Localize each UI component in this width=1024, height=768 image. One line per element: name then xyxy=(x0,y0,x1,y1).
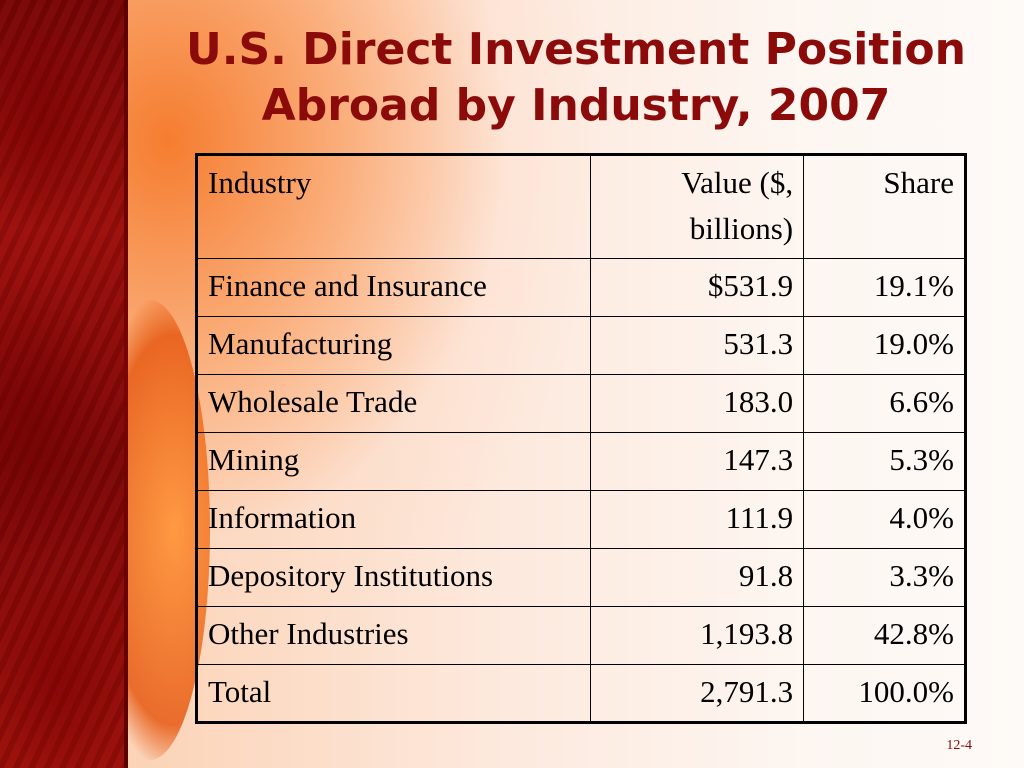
header-industry: Industry xyxy=(195,154,592,259)
cell-value: 183.0 xyxy=(590,374,805,433)
title-line-2: Abroad by Industry, 2007 xyxy=(261,80,891,131)
slide-number: 12-4 xyxy=(946,738,972,753)
table-row: Finance and Insurance $531.9 19.1% xyxy=(195,258,966,317)
slide-title: U.S. Direct Investment Position Abroad b… xyxy=(128,22,1024,134)
cell-industry: Finance and Insurance xyxy=(195,258,592,317)
cell-industry: Manufacturing xyxy=(195,316,592,375)
left-decorative-band xyxy=(0,0,128,768)
left-band-edge xyxy=(124,0,128,768)
cell-share: 19.0% xyxy=(803,316,966,375)
cell-share: 19.1% xyxy=(803,258,966,317)
cell-value: 2,791.3 xyxy=(590,664,805,723)
cell-industry: Total xyxy=(195,664,592,723)
title-line-1: U.S. Direct Investment Position xyxy=(186,24,966,75)
table-row: Depository Institutions 91.8 3.3% xyxy=(195,548,966,607)
cell-industry: Depository Institutions xyxy=(195,548,592,607)
cell-value: 111.9 xyxy=(590,490,805,549)
table-row: Wholesale Trade 183.0 6.6% xyxy=(195,374,966,433)
table-row: Manufacturing 531.3 19.0% xyxy=(195,316,966,375)
table-header-row: Industry Value ($, billions) Share xyxy=(195,154,966,259)
cell-value: 531.3 xyxy=(590,316,805,375)
table-row: Other Industries 1,193.8 42.8% xyxy=(195,606,966,665)
cell-share: 4.0% xyxy=(803,490,966,549)
investment-table: Industry Value ($, billions) Share Finan… xyxy=(195,153,967,724)
cell-industry: Other Industries xyxy=(195,606,592,665)
cell-value: 147.3 xyxy=(590,432,805,491)
cell-share: 5.3% xyxy=(803,432,966,491)
table-row: Information 111.9 4.0% xyxy=(195,490,966,549)
cell-industry: Mining xyxy=(195,432,592,491)
cell-industry: Information xyxy=(195,490,592,549)
cell-share: 100.0% xyxy=(803,664,966,723)
cell-share: 42.8% xyxy=(803,606,966,665)
cell-industry: Wholesale Trade xyxy=(195,374,592,433)
header-share: Share xyxy=(803,154,966,259)
cell-share: 6.6% xyxy=(803,374,966,433)
table-row-total: Total 2,791.3 100.0% xyxy=(195,664,966,723)
cell-value: 91.8 xyxy=(590,548,805,607)
header-value: Value ($, billions) xyxy=(590,154,805,259)
cell-value: 1,193.8 xyxy=(590,606,805,665)
cell-value: $531.9 xyxy=(590,258,805,317)
cell-share: 3.3% xyxy=(803,548,966,607)
table-row: Mining 147.3 5.3% xyxy=(195,432,966,491)
